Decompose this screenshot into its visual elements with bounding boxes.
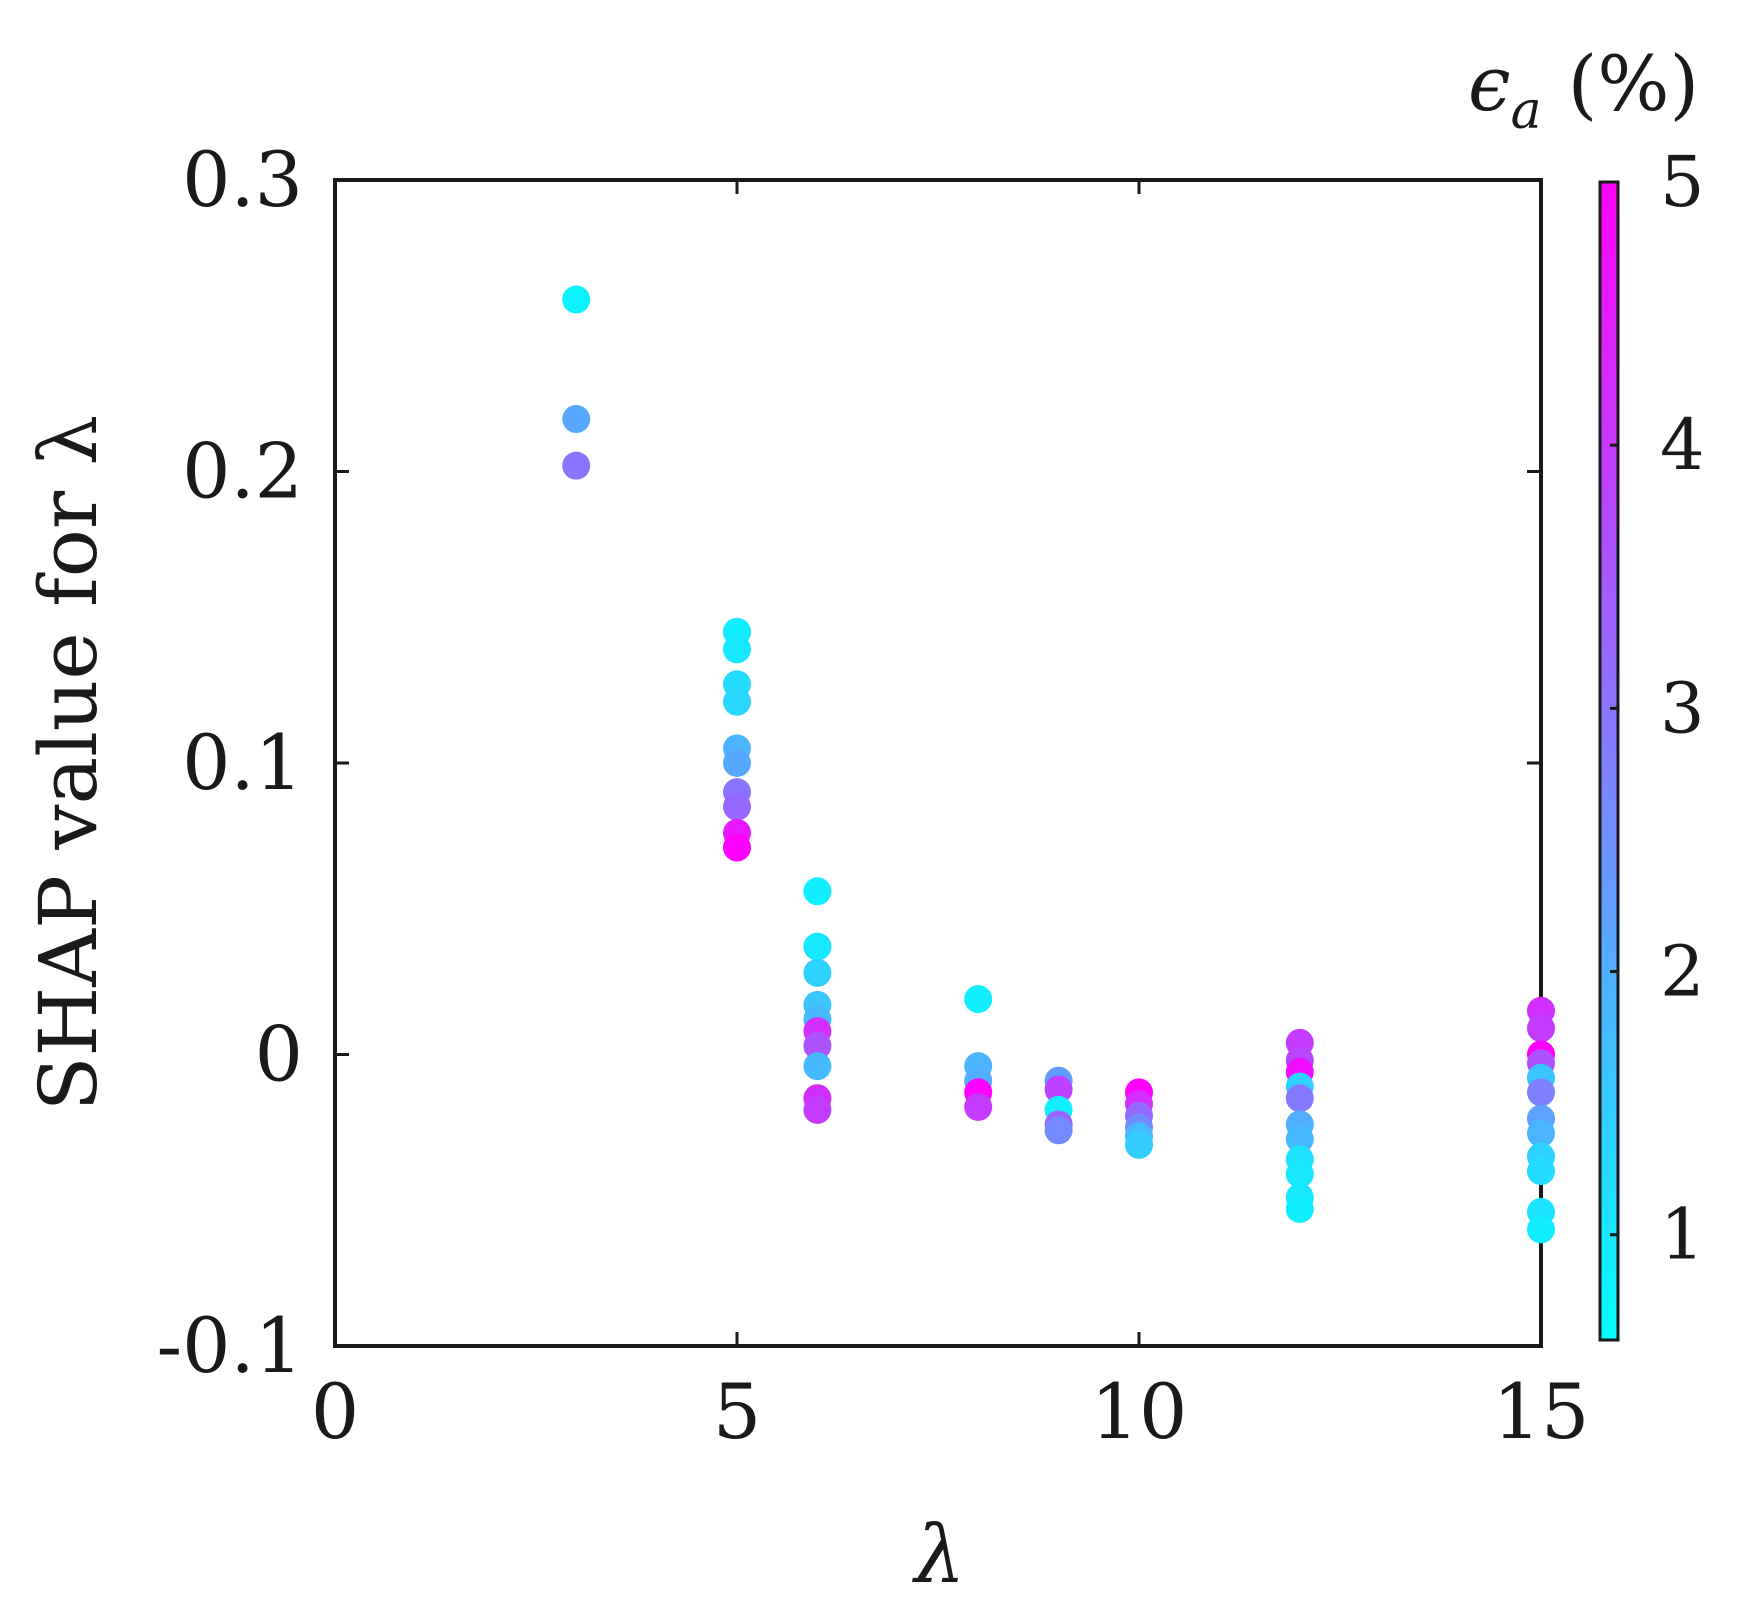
data-point: [1044, 1116, 1073, 1145]
data-point: [1125, 1130, 1153, 1159]
colorbar-title: ϵa (%): [1468, 39, 1699, 141]
colorbar-tick-label: 2: [1660, 931, 1705, 1013]
plot-frame: [333, 178, 1543, 1348]
data-point: [1527, 1119, 1555, 1148]
data-point: [723, 635, 751, 664]
colorbar-title-main: ϵ: [1468, 39, 1511, 128]
data-point: [723, 749, 751, 777]
data-point: [803, 1095, 832, 1124]
x-tick-label: 10: [1091, 1367, 1188, 1456]
points-layer: [562, 285, 1555, 1244]
data-point: [803, 1052, 832, 1081]
data-point: [1285, 1194, 1314, 1223]
data-point: [803, 932, 832, 961]
data-point: [803, 877, 832, 906]
y-axis-title: SHAP value for λ: [22, 415, 115, 1112]
colorbar: [1598, 180, 1620, 1342]
data-point: [964, 985, 993, 1014]
data-point: [562, 285, 591, 314]
data-point: [964, 1092, 993, 1121]
data-point: [803, 1031, 832, 1060]
colorbar-tick-label: 1: [1660, 1194, 1705, 1276]
x-tick-label: 5: [713, 1367, 761, 1456]
colorbar-title-sub: a: [1511, 81, 1542, 141]
data-point: [1527, 1157, 1555, 1186]
data-point: [562, 405, 591, 434]
data-point: [1527, 1078, 1555, 1107]
data-point: [723, 792, 751, 821]
colorbar-ticks: 1 2 3 4 5: [1610, 141, 1705, 1276]
data-point: [1285, 1084, 1314, 1113]
y-tick-label: -0.1: [156, 1301, 303, 1390]
data-point: [1285, 1160, 1314, 1189]
data-point: [1527, 1014, 1555, 1043]
y-tick-label: 0.1: [182, 718, 303, 807]
y-tick-label: 0: [255, 1010, 303, 1099]
ticks-layer: 0 5 10 150.30.20.10-0.1: [156, 135, 1589, 1456]
data-point: [803, 958, 832, 987]
y-tick-label: 0.3: [182, 135, 303, 224]
x-tick-label: 15: [1493, 1367, 1590, 1456]
data-point: [723, 833, 751, 862]
x-axis-title: λ: [912, 1508, 966, 1601]
data-point: [562, 451, 591, 480]
colorbar-title-unit: (%): [1568, 39, 1700, 128]
y-tick-label: 0.2: [182, 427, 303, 516]
colorbar-tick-label: 3: [1660, 667, 1705, 749]
data-point: [1527, 1215, 1555, 1244]
data-point: [723, 687, 751, 716]
colorbar-tick-label: 5: [1660, 141, 1705, 223]
x-tick-label: 0: [311, 1367, 359, 1456]
data-point: [1044, 1075, 1073, 1104]
data-point: [1285, 1125, 1314, 1154]
colorbar-tick-label: 4: [1660, 404, 1705, 486]
